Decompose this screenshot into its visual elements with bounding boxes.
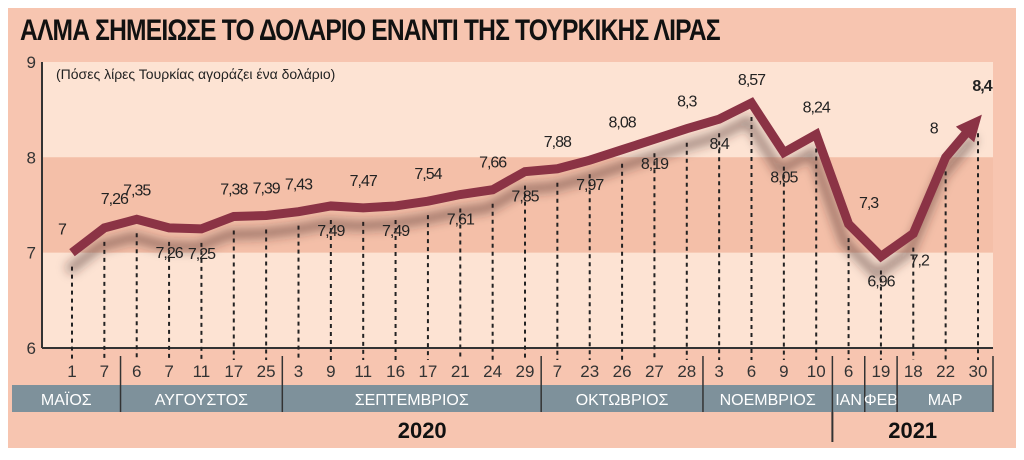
band-6-7	[42, 252, 993, 348]
value-label: 7,49	[382, 223, 410, 240]
value-label: 7,35	[123, 182, 151, 199]
x-tick-label: 6	[844, 362, 853, 381]
x-tick-label: 28	[677, 362, 696, 381]
y-tick-label: 7	[27, 244, 36, 263]
value-label: 7,26	[156, 245, 184, 262]
x-tick-label: 11	[193, 362, 211, 381]
x-tick-label: 27	[645, 362, 664, 381]
value-label: 7,49	[317, 223, 345, 240]
line-shadow	[64, 114, 978, 281]
x-tick-label: 30	[969, 362, 988, 381]
x-tick-label: 24	[483, 362, 502, 381]
value-label: 7,85	[511, 189, 539, 206]
x-tick-label: 25	[257, 362, 276, 381]
month-band-bg	[12, 385, 993, 412]
month-label: ΜΑΡ	[928, 392, 963, 409]
value-label: 7,47	[350, 173, 378, 190]
x-tick-label: 19	[871, 362, 890, 381]
x-tick-label: 16	[386, 362, 405, 381]
value-label: 7	[58, 222, 67, 239]
chart-subtitle: (Πόσες λίρες Τουρκίας αγοράζει ένα δολάρ…	[56, 66, 336, 82]
month-label: ΑΥΓΟΥΣΤΟΣ	[155, 392, 248, 409]
x-tick-label: 17	[224, 362, 243, 381]
year-label: 2021	[888, 418, 937, 443]
value-label: 7,2	[910, 253, 930, 270]
x-tick-label: 7	[100, 362, 109, 381]
series-line	[69, 97, 973, 263]
x-tick-label: 29	[516, 362, 535, 381]
x-tick-label: 17	[418, 362, 437, 381]
value-label: 8	[930, 120, 939, 137]
value-label: 8,08	[609, 115, 637, 132]
chart-title: ΑΛΜΑ ΣΗΜΕΙΩΣΕ ΤΟ ΔΟΛΑΡΙΟ ΕΝΑΝΤΙ ΤΗΣ ΤΟΥΡ…	[20, 14, 721, 47]
month-label: ΝΟΕΜΒΡΙΟΣ	[720, 392, 816, 409]
band-8-9	[42, 62, 993, 158]
month-label: ΣΕΠΤΕΜΒΡΙΟΣ	[355, 392, 469, 409]
month-label: ΦΕΒ	[864, 392, 898, 409]
x-tick-label: 22	[936, 362, 955, 381]
value-label: 7,39	[253, 180, 281, 197]
value-label: 7,66	[479, 155, 507, 172]
value-label: 8,3	[677, 94, 697, 111]
x-tick-label: 1	[67, 362, 76, 381]
value-label: 8,4	[710, 136, 730, 153]
month-band: ΜΑΪΟΣ ΑΥΓΟΥΣΤΟΣ ΣΕΠΤΕΜΒΡΙΟΣ ΟΚΤΩΒΡΙΟΣ ΝΟΕΜΒΡ…	[12, 356, 994, 412]
x-tick-label: 3	[714, 362, 723, 381]
x-tick-label: 7	[164, 362, 173, 381]
value-label: 6,96	[867, 273, 895, 290]
value-label: 7,38	[220, 181, 248, 198]
value-label: 7,25	[188, 246, 216, 263]
x-tick-label: 10	[807, 362, 826, 381]
arrow-head	[955, 114, 982, 143]
x-tick-label: 26	[613, 362, 632, 381]
x-tick-label: 18	[904, 362, 923, 381]
value-label: 7,97	[576, 177, 604, 194]
value-label: 8,4	[972, 78, 992, 95]
y-tick-label: 9	[27, 53, 36, 72]
month-label: ΟΚΤΩΒΡΙΟΣ	[576, 392, 669, 409]
y-tick-label: 8	[27, 148, 36, 167]
value-label: 8,24	[803, 99, 831, 116]
x-tick-label: 9	[326, 362, 335, 381]
value-label: 8,19	[641, 156, 669, 173]
x-tick-label: 7	[553, 362, 562, 381]
value-label: 7,3	[859, 195, 879, 212]
month-label: ΜΑΪΟΣ	[41, 391, 92, 409]
x-tick-label: 11	[354, 362, 372, 381]
x-tick-label: 6	[747, 362, 756, 381]
value-label: 7,88	[544, 134, 572, 151]
y-tick-label: 6	[27, 339, 36, 358]
value-label: 7,54	[414, 166, 442, 183]
x-tick-label: 9	[779, 362, 788, 381]
value-label: 8,05	[770, 170, 798, 187]
x-tick-label: 3	[294, 362, 303, 381]
value-label: 7,26	[101, 191, 129, 208]
x-tick-label: 23	[580, 362, 599, 381]
value-label: 8,57	[738, 72, 766, 89]
year-label: 2020	[398, 418, 447, 443]
month-label: ΙΑΝ	[835, 392, 862, 409]
x-tick-label: 6	[132, 362, 141, 381]
value-label: 7,61	[447, 212, 475, 229]
value-label: 7,43	[285, 177, 313, 194]
x-tick-label: 21	[451, 362, 470, 381]
